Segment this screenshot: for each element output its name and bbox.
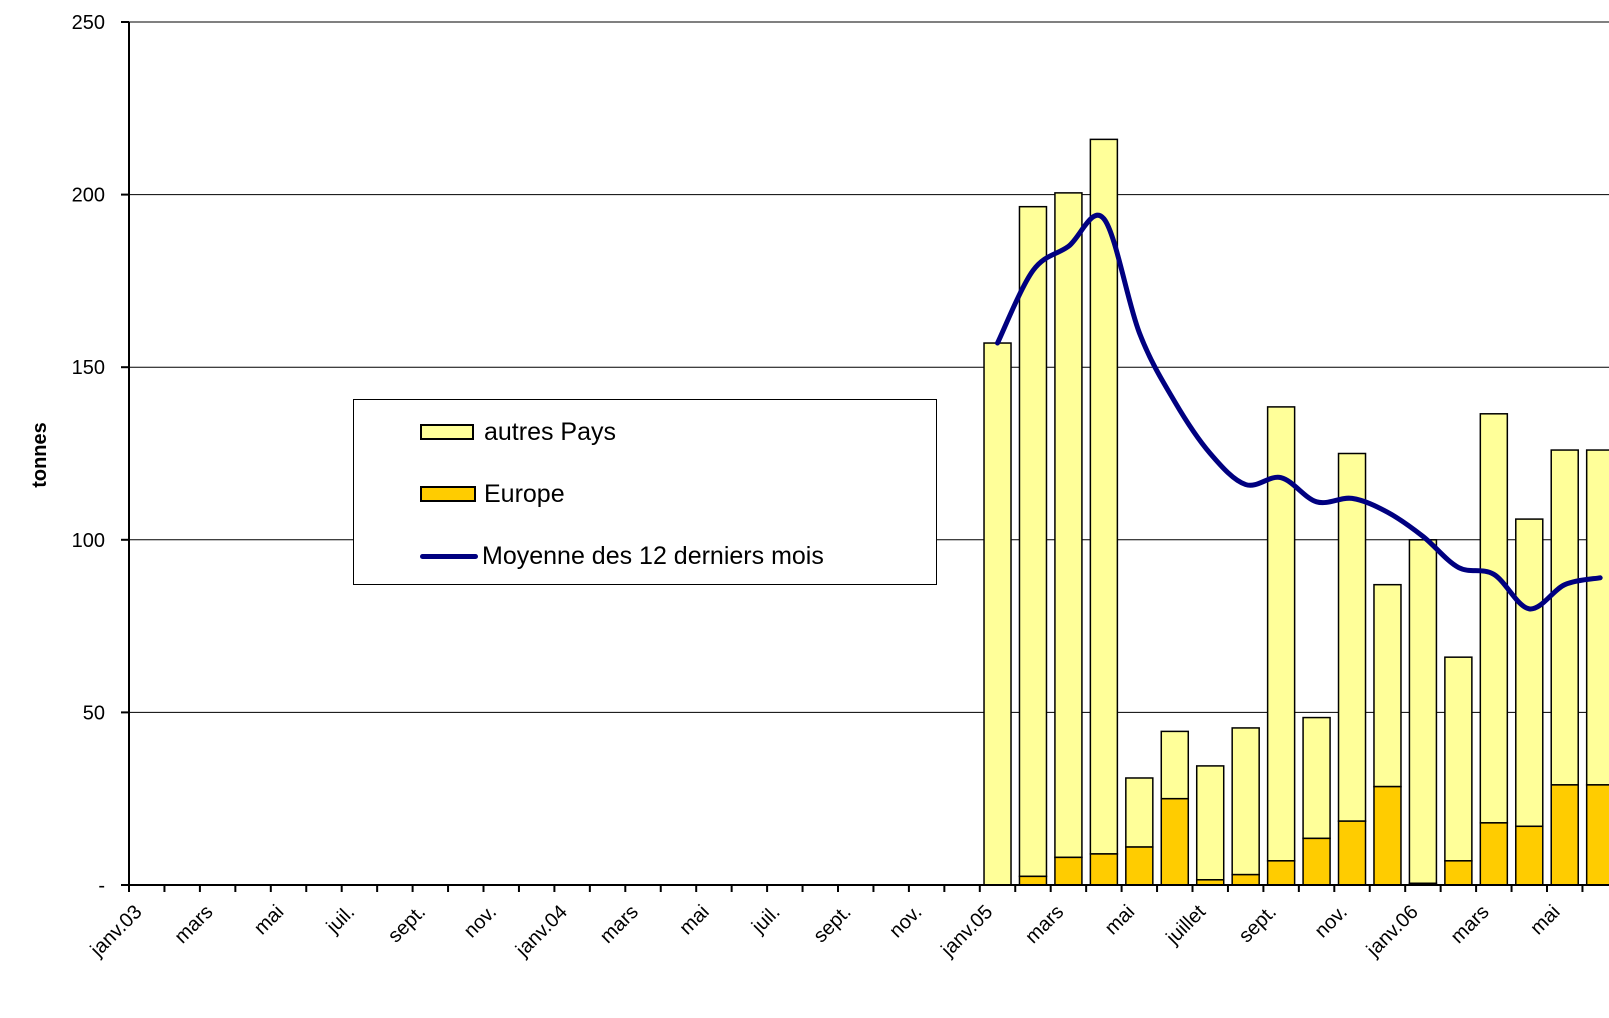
x-tick-label: juil. — [747, 901, 784, 938]
x-tick-label: nov. — [460, 901, 501, 942]
bar-autres-pays — [1266, 406, 1296, 862]
y-tick-label: 150 — [72, 357, 105, 379]
x-tick-label: janv.04 — [511, 901, 572, 962]
legend-swatch-autres-pays — [420, 424, 474, 440]
x-tick-label: juillet — [1162, 901, 1211, 950]
legend-label: Moyenne des 12 derniers mois — [482, 541, 824, 570]
bar-autres-pays — [1231, 727, 1260, 876]
x-tick-label: janv.03 — [86, 901, 147, 962]
bar-autres-pays — [1302, 716, 1331, 840]
bar-europe — [1125, 846, 1154, 886]
bar-autres-pays — [1373, 583, 1402, 788]
bars-group — [983, 138, 1609, 886]
bar-europe — [1479, 822, 1509, 886]
bar-europe — [1160, 797, 1190, 886]
y-axis-label: tonnes — [29, 422, 51, 488]
x-tick-label: mars — [170, 901, 217, 948]
bar-autres-pays — [1515, 518, 1544, 828]
x-tick-label: janv.06 — [1362, 901, 1423, 962]
bar-europe — [1231, 873, 1260, 886]
y-tick-labels: - 50 100 150 200 250 — [72, 12, 105, 897]
y-tick-label: 50 — [83, 702, 105, 724]
bar-autres-pays — [1550, 449, 1579, 786]
x-tick-label: sept. — [384, 901, 430, 947]
legend: autres Pays Europe Moyenne des 12 dernie… — [353, 399, 937, 585]
x-tick-label: janv.05 — [937, 901, 998, 962]
x-tick-label: sept. — [1235, 901, 1281, 947]
y-tick-label: - — [98, 875, 105, 897]
x-tick-label: mars — [596, 901, 643, 948]
bar-europe — [1054, 856, 1083, 886]
x-tick-label: mai — [1101, 901, 1139, 939]
legend-swatch-europe — [420, 486, 476, 502]
legend-item-europe: Europe — [354, 479, 565, 509]
bar-autres-pays — [1444, 656, 1473, 862]
x-tick-label: nov. — [1311, 901, 1352, 942]
bar-autres-pays — [1337, 452, 1367, 822]
x-tick-label: sept. — [809, 901, 855, 947]
legend-label: autres Pays — [484, 417, 617, 446]
legend-item-autres-pays: autres Pays — [354, 417, 616, 447]
axes — [121, 21, 1609, 892]
bar-autres-pays — [1479, 413, 1509, 824]
bar-autres-pays — [1089, 138, 1119, 855]
x-tick-label: nov. — [885, 901, 926, 942]
x-tick-label: juil. — [322, 901, 359, 938]
y-tick-label: 200 — [72, 185, 105, 207]
bar-europe — [1585, 784, 1609, 886]
moving-average-group — [995, 212, 1603, 612]
legend-line-moyenne — [420, 553, 478, 559]
x-tick-label: mars — [1447, 901, 1494, 948]
bar-europe — [1444, 860, 1473, 886]
bar-autres-pays — [1160, 730, 1190, 800]
x-tick-labels: janv.03 mars mai juil. sept. nov. janv.04 mars m… — [86, 901, 1565, 962]
bar-europe — [1337, 820, 1367, 886]
bar-europe — [1373, 785, 1402, 886]
bar-europe — [1515, 825, 1544, 886]
x-tick-label: mars — [1021, 901, 1068, 948]
legend-item-moyenne: Moyenne des 12 derniers mois — [354, 541, 824, 571]
bar-europe — [1018, 875, 1048, 886]
bar-autres-pays — [1018, 205, 1048, 878]
bar-europe — [1089, 853, 1119, 886]
x-tick-label: mai — [1526, 901, 1564, 939]
bar-autres-pays — [1195, 765, 1225, 881]
bar-autres-pays — [1408, 539, 1438, 885]
bar-europe — [1550, 784, 1579, 886]
moving-average-line — [995, 212, 1603, 612]
x-tick-label: mai — [675, 901, 713, 939]
legend-label: Europe — [484, 479, 565, 508]
y-tick-label: 100 — [72, 530, 105, 552]
bar-europe — [1266, 860, 1296, 886]
x-tick-label: mai — [250, 901, 288, 939]
bar-autres-pays — [983, 342, 1012, 886]
bar-autres-pays — [1585, 449, 1609, 786]
bar-autres-pays — [1054, 192, 1083, 859]
bar-europe — [1302, 837, 1331, 886]
y-tick-label: 250 — [72, 12, 105, 34]
bar-autres-pays — [1125, 777, 1154, 848]
